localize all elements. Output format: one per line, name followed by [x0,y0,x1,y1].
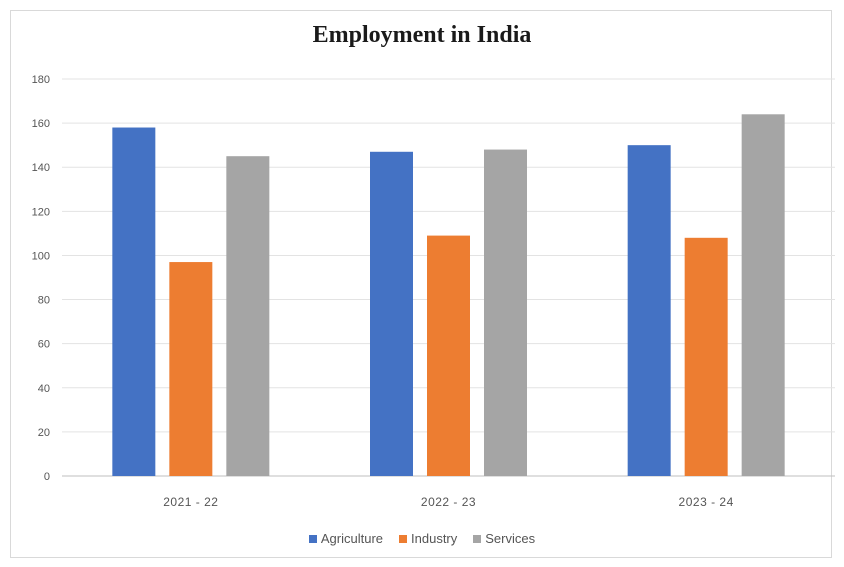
chart-title: Employment in India [312,22,532,48]
bar-industry-3 [684,237,728,476]
bar-industry-2 [427,235,470,476]
x-tick-label: 2021 - 22 [163,495,218,509]
bar-agriculture-3 [627,145,671,476]
legend-item-services: Services [473,531,535,546]
bar-industry-1 [169,262,213,476]
x-tick-label: 2022 - 23 [421,495,476,509]
bar-services-1 [226,156,270,476]
y-axis-ticks: 0 20 40 60 80 100 120 140 160 180 [32,74,50,483]
legend-swatch-industry [399,534,408,543]
legend-swatch-agriculture [308,534,317,543]
legend-label-industry: Industry [411,531,458,546]
bar-services-2 [484,149,527,477]
y-tick-label: 180 [32,74,50,86]
y-tick-label: 100 [32,250,50,262]
legend-label-services: Services [485,531,536,546]
y-tick-label: 140 [32,162,50,174]
x-axis-ticks: 2021 - 22 2022 - 23 2023 - 24 [163,495,734,509]
bar-agriculture-2 [370,151,413,477]
y-tick-label: 160 [32,118,50,130]
bar-agriculture-1 [112,127,156,477]
legend-item-industry: Industry [399,531,457,546]
y-tick-label: 20 [38,427,50,439]
bar-services-3 [741,114,785,477]
legend-item-agriculture: Agriculture [308,531,384,546]
x-tick-label: 2023 - 24 [679,495,734,509]
y-tick-label: 60 [38,339,50,351]
y-tick-label: 40 [38,383,50,395]
bars [112,114,785,477]
legend-label-agriculture: Agriculture [320,531,384,546]
y-tick-label: 120 [32,206,50,218]
y-tick-label: 80 [38,295,50,307]
legend: Agriculture Industry Services [0,531,844,546]
legend-swatch-services [473,534,482,543]
y-tick-label: 0 [44,471,50,483]
